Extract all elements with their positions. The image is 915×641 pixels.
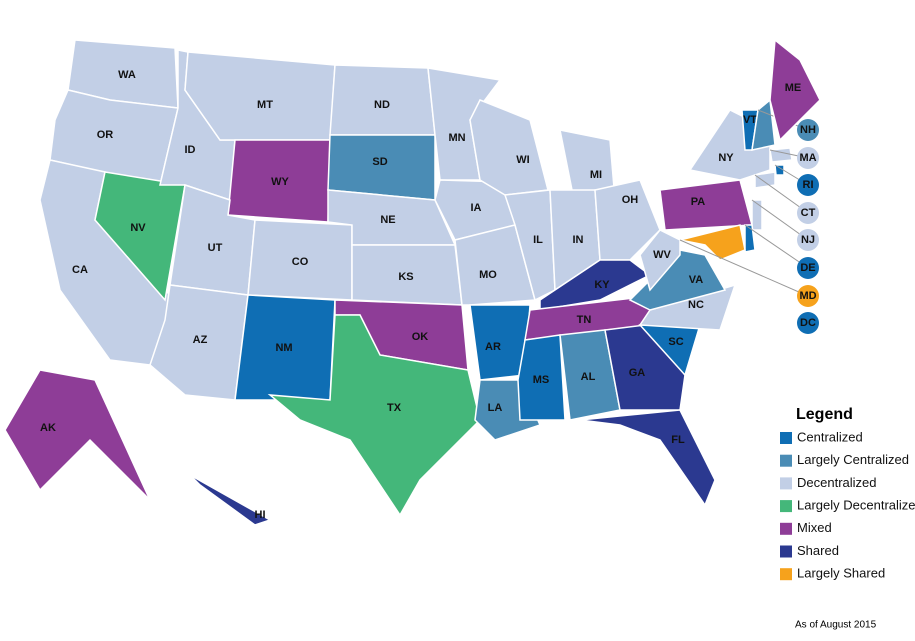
state[interactable]: [769, 38, 821, 142]
state-label: FL: [671, 434, 685, 446]
state[interactable]: [189, 474, 272, 526]
state[interactable]: [579, 409, 716, 507]
state-label: NE: [380, 214, 395, 226]
state-label: NV: [130, 222, 146, 234]
legend-label: Decentralized: [797, 475, 877, 490]
state-label: NJ: [801, 234, 815, 246]
state-label: IN: [573, 234, 584, 246]
state[interactable]: [754, 171, 776, 189]
state-marker: [797, 312, 819, 334]
state-label: IA: [471, 202, 482, 214]
leader-line: [679, 239, 809, 297]
state[interactable]: [751, 98, 776, 151]
state-label: MA: [799, 152, 816, 164]
state-label: MN: [448, 132, 465, 144]
leader-line: [751, 199, 809, 241]
state-label: OH: [622, 194, 639, 206]
legend-swatch: [780, 432, 792, 444]
legend-swatch: [780, 500, 792, 513]
state-marker: [797, 202, 819, 224]
state-label: NC: [688, 299, 704, 311]
note: As of August 2015: [795, 620, 877, 631]
state-label: GA: [629, 367, 646, 379]
legend-swatch: [780, 522, 792, 535]
state-label: TN: [577, 314, 592, 326]
state-label: KY: [594, 279, 610, 291]
state-label: OR: [97, 129, 114, 141]
state-label: TX: [387, 402, 402, 414]
state-label: WI: [516, 154, 529, 166]
legend-label: Centralized: [797, 429, 863, 444]
state-label: RI: [803, 179, 814, 191]
state-label: DE: [800, 262, 815, 274]
state-label: AK: [40, 422, 56, 434]
legend-label: Largely Shared: [797, 566, 885, 581]
state[interactable]: [517, 334, 566, 421]
state-label: KS: [398, 271, 413, 283]
state[interactable]: [639, 229, 681, 292]
state[interactable]: [594, 179, 661, 261]
state-label: UT: [208, 242, 223, 254]
state-label: ID: [185, 144, 196, 156]
state-marker: [797, 229, 819, 251]
legend-label: Mixed: [797, 520, 832, 535]
state-label: OK: [412, 331, 429, 343]
state-label: DC: [800, 317, 816, 329]
state[interactable]: [751, 199, 763, 231]
state-label: WV: [653, 249, 671, 261]
state-label: SC: [668, 336, 683, 348]
state-marker: [797, 174, 819, 196]
state-label: LA: [488, 402, 503, 414]
state-label: PA: [691, 196, 706, 208]
state-label: ME: [785, 82, 802, 94]
leader-line: [744, 224, 809, 269]
legend-swatch: [780, 454, 792, 467]
state-label: CO: [292, 256, 309, 268]
state[interactable]: [604, 324, 686, 411]
state[interactable]: [679, 224, 746, 261]
state-label: NY: [718, 152, 734, 164]
state-label: WA: [118, 69, 136, 81]
state-label: CA: [72, 264, 88, 276]
state-label: MT: [257, 99, 273, 111]
state-label: ND: [374, 99, 390, 111]
state-label: CT: [801, 207, 816, 219]
state[interactable]: [454, 224, 536, 306]
state-label: VA: [689, 274, 704, 286]
state-label: NM: [275, 342, 292, 354]
state-label: AR: [485, 341, 501, 353]
state-marker: [797, 285, 819, 307]
legend-label: Largely Decentralized: [797, 498, 915, 513]
legend-title: Legend: [796, 406, 853, 423]
legend-label: Largely Centralized: [797, 452, 909, 467]
state[interactable]: [94, 171, 186, 302]
state-label: MD: [799, 290, 816, 302]
state-label: MS: [533, 374, 550, 386]
legend-swatch: [780, 568, 792, 581]
legend-swatch: [780, 477, 792, 490]
state-label: SD: [372, 156, 387, 168]
state-label: NH: [800, 124, 816, 136]
state-marker: [797, 119, 819, 141]
state-label: IL: [533, 234, 543, 246]
state[interactable]: [503, 189, 556, 302]
state-label: AL: [581, 371, 596, 383]
state[interactable]: [769, 147, 793, 163]
state-label: WY: [271, 176, 289, 188]
legend-swatch: [780, 545, 792, 558]
state-marker: [797, 257, 819, 279]
state[interactable]: [267, 314, 481, 517]
state[interactable]: [659, 179, 753, 231]
state-marker: [797, 147, 819, 169]
state[interactable]: [469, 99, 549, 196]
legend-label: Shared: [797, 543, 839, 558]
state[interactable]: [4, 369, 151, 501]
state-label: AZ: [193, 334, 208, 346]
state[interactable]: [744, 224, 756, 253]
state-label: MI: [590, 169, 602, 181]
state-label: VT: [743, 114, 757, 126]
state-label: HI: [255, 509, 266, 521]
state-label: MO: [479, 269, 497, 281]
